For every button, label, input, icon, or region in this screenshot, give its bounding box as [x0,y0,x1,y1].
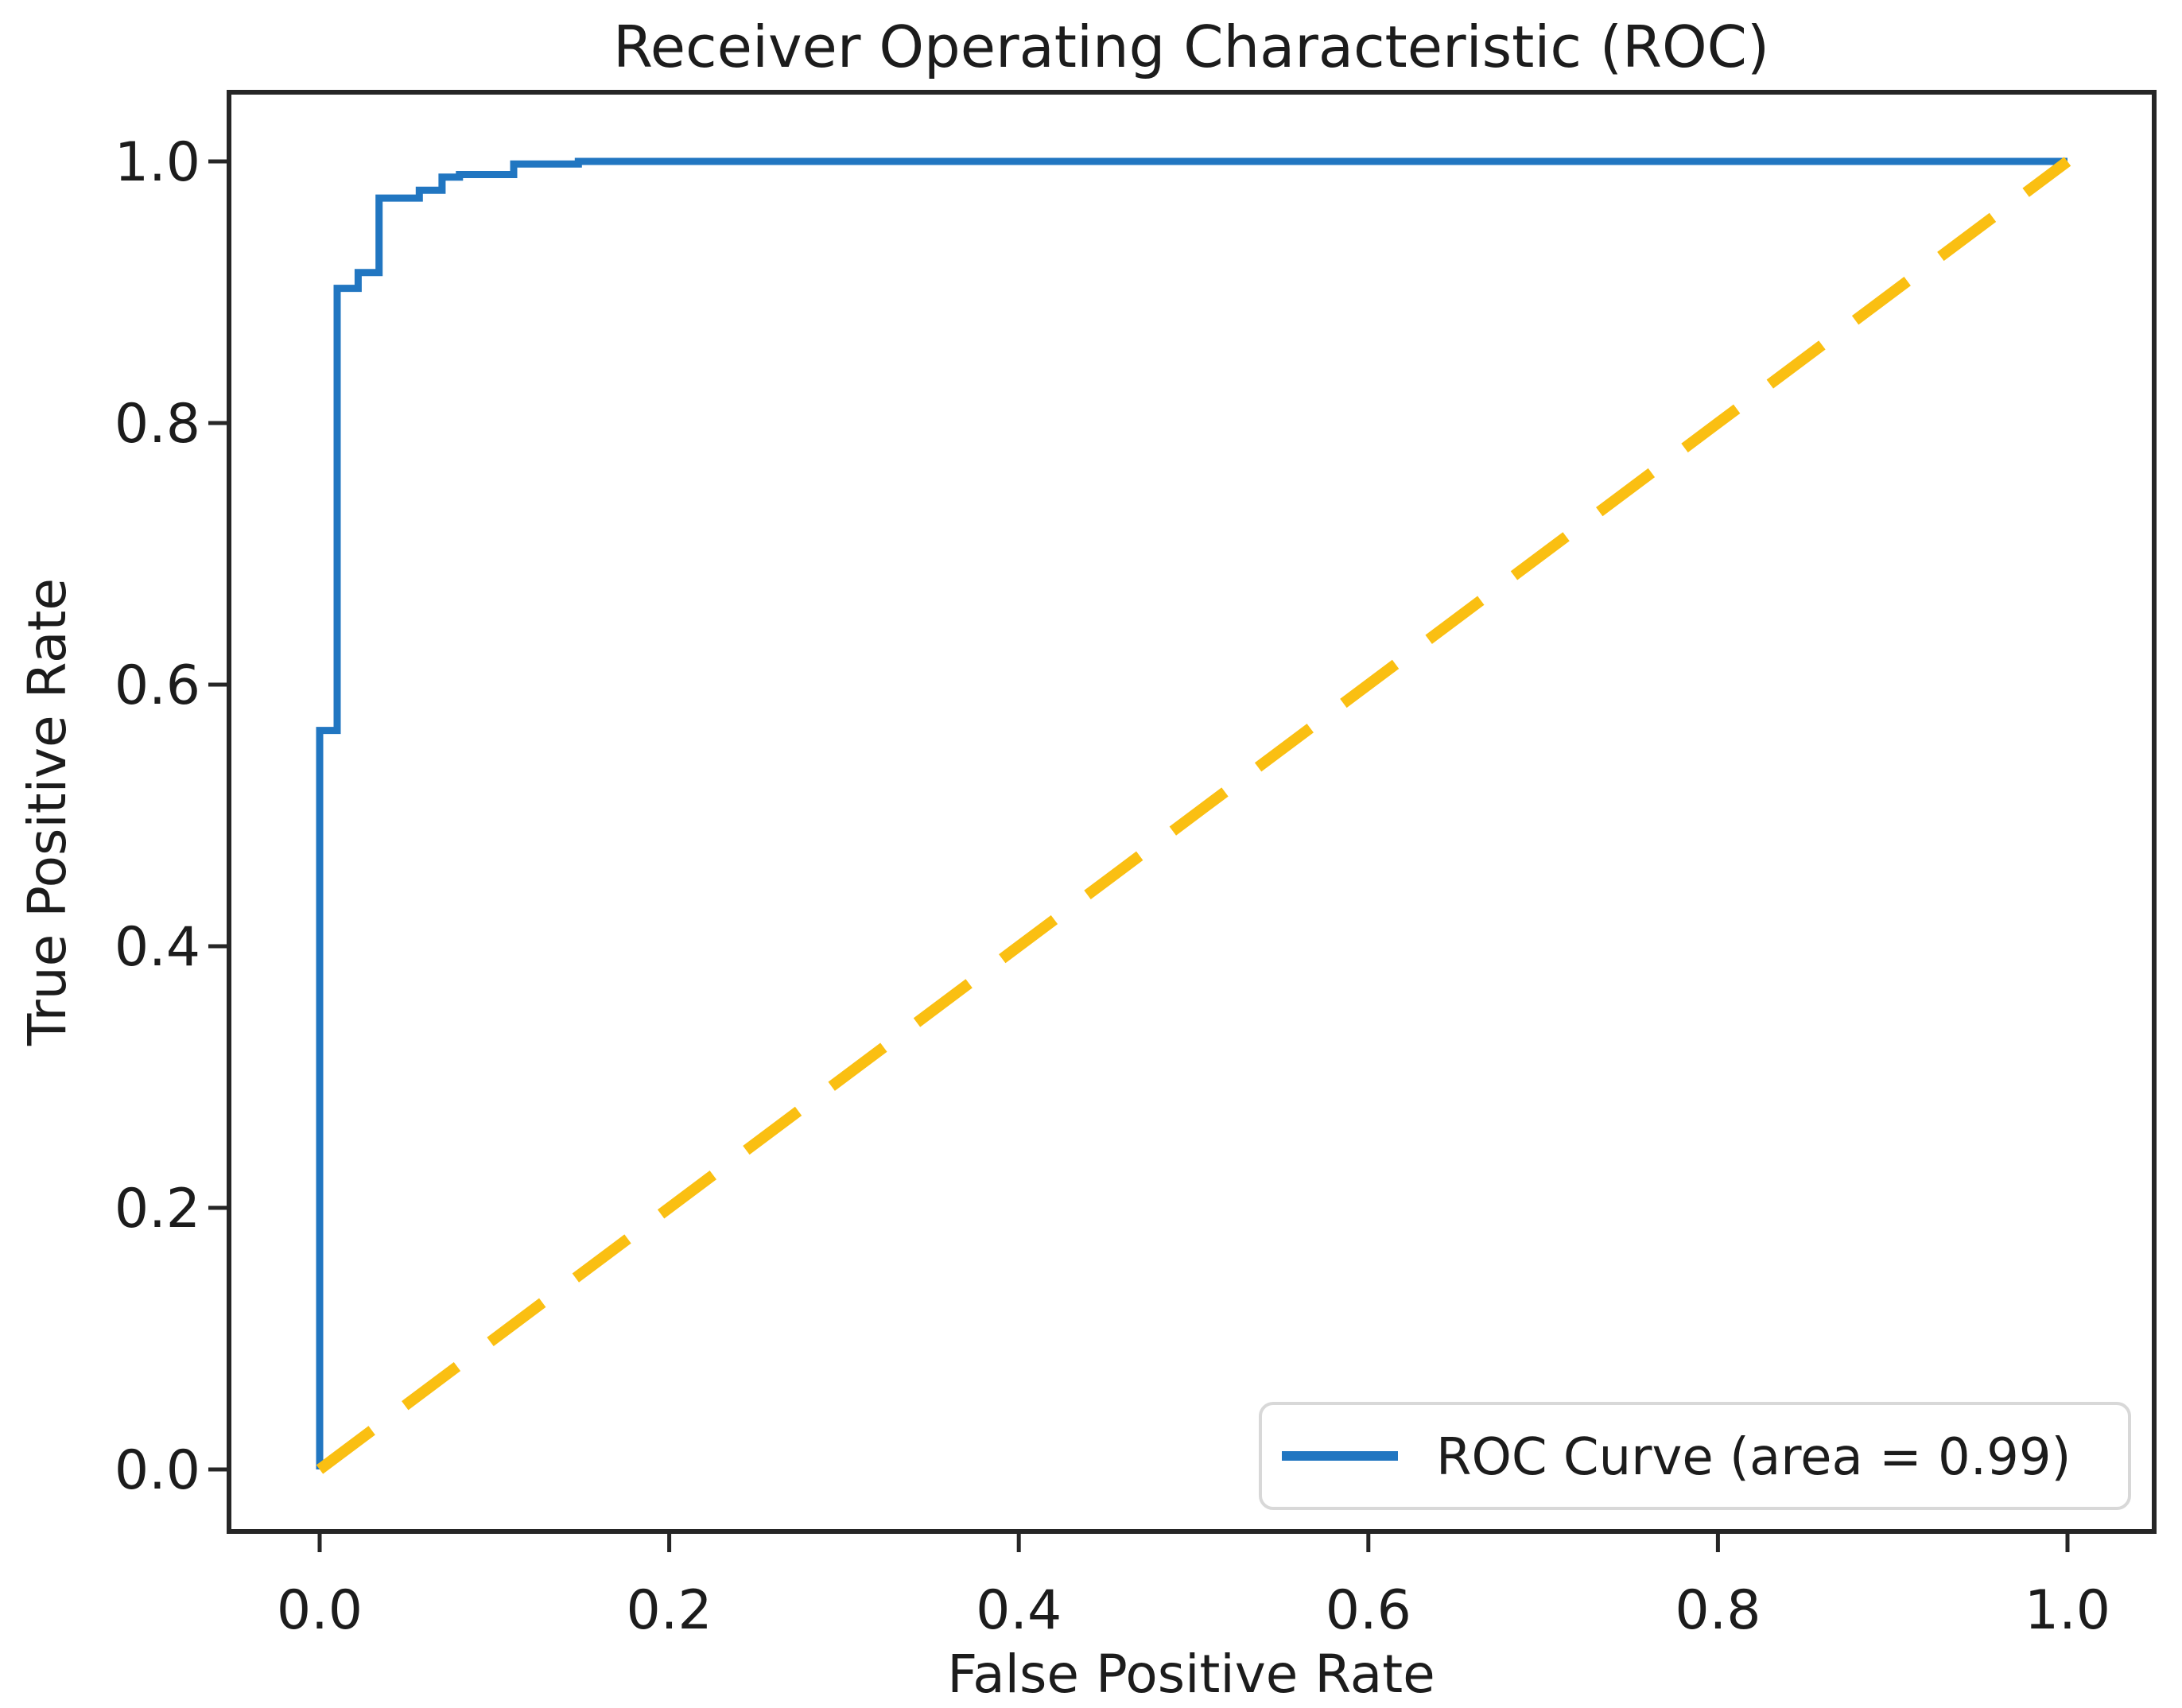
x-tick-label: 1.0 [2025,1579,2110,1642]
legend: ROC Curve (area = 0.99) [1259,1402,2131,1510]
x-tick-label: 0.8 [1675,1579,1761,1642]
chart-title: Receiver Operating Characteristic (ROC) [613,14,1769,80]
x-tick-label: 0.2 [627,1579,712,1642]
y-tick-label: 0.6 [115,654,200,717]
y-axis-label: True Positive Rate [17,578,78,1046]
x-axis-ticks: 0.0 0.2 0.4 0.6 0.8 1.0 [277,1531,2110,1642]
y-tick-label: 0.4 [115,916,200,979]
y-axis-ticks: 0.0 0.2 0.4 0.6 0.8 1.0 [115,131,229,1502]
legend-box [1259,1402,2131,1510]
x-tick-label: 0.0 [277,1579,363,1642]
y-tick-label: 0.8 [115,393,200,456]
chance-diagonal-line [316,157,2071,1474]
x-tick-label: 0.4 [976,1579,1062,1642]
axes-spines [227,90,2157,1534]
y-tick-label: 0.0 [115,1439,200,1502]
x-axis-label: False Positive Rate [947,1644,1435,1705]
roc-curve-line [316,157,2067,1469]
chart-series [316,157,2071,1474]
legend-entry-label: ROC Curve (area = 0.99) [1436,1428,2071,1487]
y-tick-label: 0.2 [115,1178,200,1240]
y-tick-label: 1.0 [115,131,200,194]
x-tick-label: 0.6 [1326,1579,1411,1642]
